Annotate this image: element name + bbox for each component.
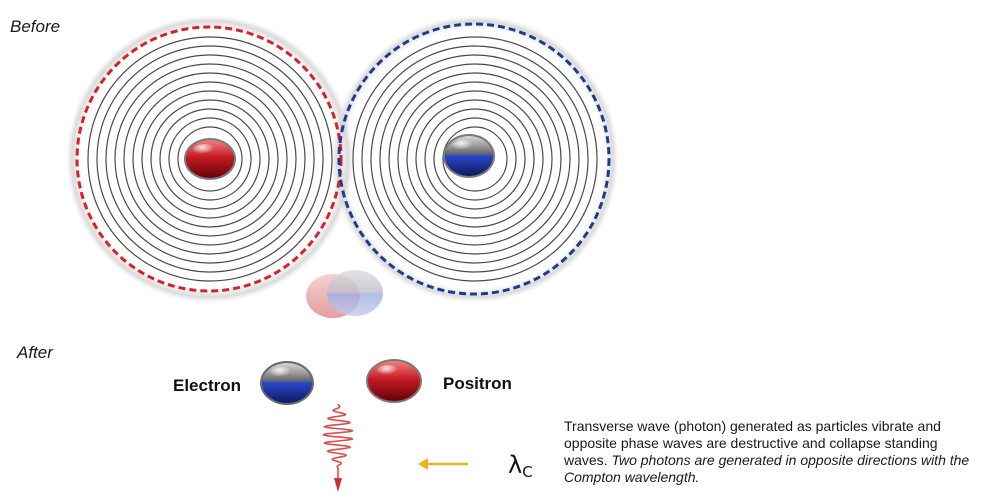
compton-wavelength-symbol: λC xyxy=(508,453,533,480)
before-electron-particle xyxy=(184,138,236,180)
positron-standing-wave-rings xyxy=(352,36,598,282)
before-positron-particle xyxy=(443,134,495,178)
wave-ring xyxy=(379,63,571,255)
after-positron-particle xyxy=(366,359,422,403)
wave-ring xyxy=(361,45,589,273)
electron-standing-wave-rings xyxy=(87,36,333,282)
wave-ring xyxy=(105,54,315,264)
before-label: Before xyxy=(10,17,61,36)
overlapping-particles-ghost xyxy=(306,270,383,318)
lambda-subscript: C xyxy=(522,463,533,481)
wavelength-arrow-head xyxy=(418,458,428,470)
caption-plain: Transverse wave (photon) generated as pa… xyxy=(564,418,941,468)
lambda-symbol: λ xyxy=(508,451,523,479)
caption-italic: Two photons are generated in opposite di… xyxy=(564,452,970,485)
wave-ring xyxy=(397,81,553,237)
wave-ring xyxy=(415,99,535,219)
wave-ring xyxy=(159,108,261,210)
wave-ring xyxy=(150,99,270,219)
wave-ring xyxy=(388,72,562,246)
wave-ring xyxy=(141,90,279,228)
photon-arrowhead xyxy=(334,478,342,492)
wave-ring xyxy=(114,63,306,255)
wave-ring xyxy=(433,117,517,201)
wave-ring xyxy=(132,81,288,237)
wave-ring xyxy=(442,126,508,192)
wave-ring xyxy=(177,126,243,192)
after-electron-particle xyxy=(260,361,314,405)
after-label: After xyxy=(17,343,53,362)
positron-label: Positron xyxy=(443,374,512,393)
wave-ring xyxy=(406,90,544,228)
wave-ring xyxy=(96,45,324,273)
wave-ring xyxy=(87,36,333,282)
wave-ring xyxy=(424,108,526,210)
caption-text: Transverse wave (photon) generated as pa… xyxy=(564,418,983,486)
electron-boundary-dashed-circle xyxy=(75,25,343,293)
wave-ring xyxy=(168,117,252,201)
photon-wave xyxy=(322,403,354,478)
wave-ring xyxy=(352,36,598,282)
positron-boundary-dashed-circle xyxy=(337,22,611,296)
wave-ring xyxy=(370,54,580,264)
wave-ring xyxy=(123,72,297,246)
electron-label: Electron xyxy=(173,376,242,395)
